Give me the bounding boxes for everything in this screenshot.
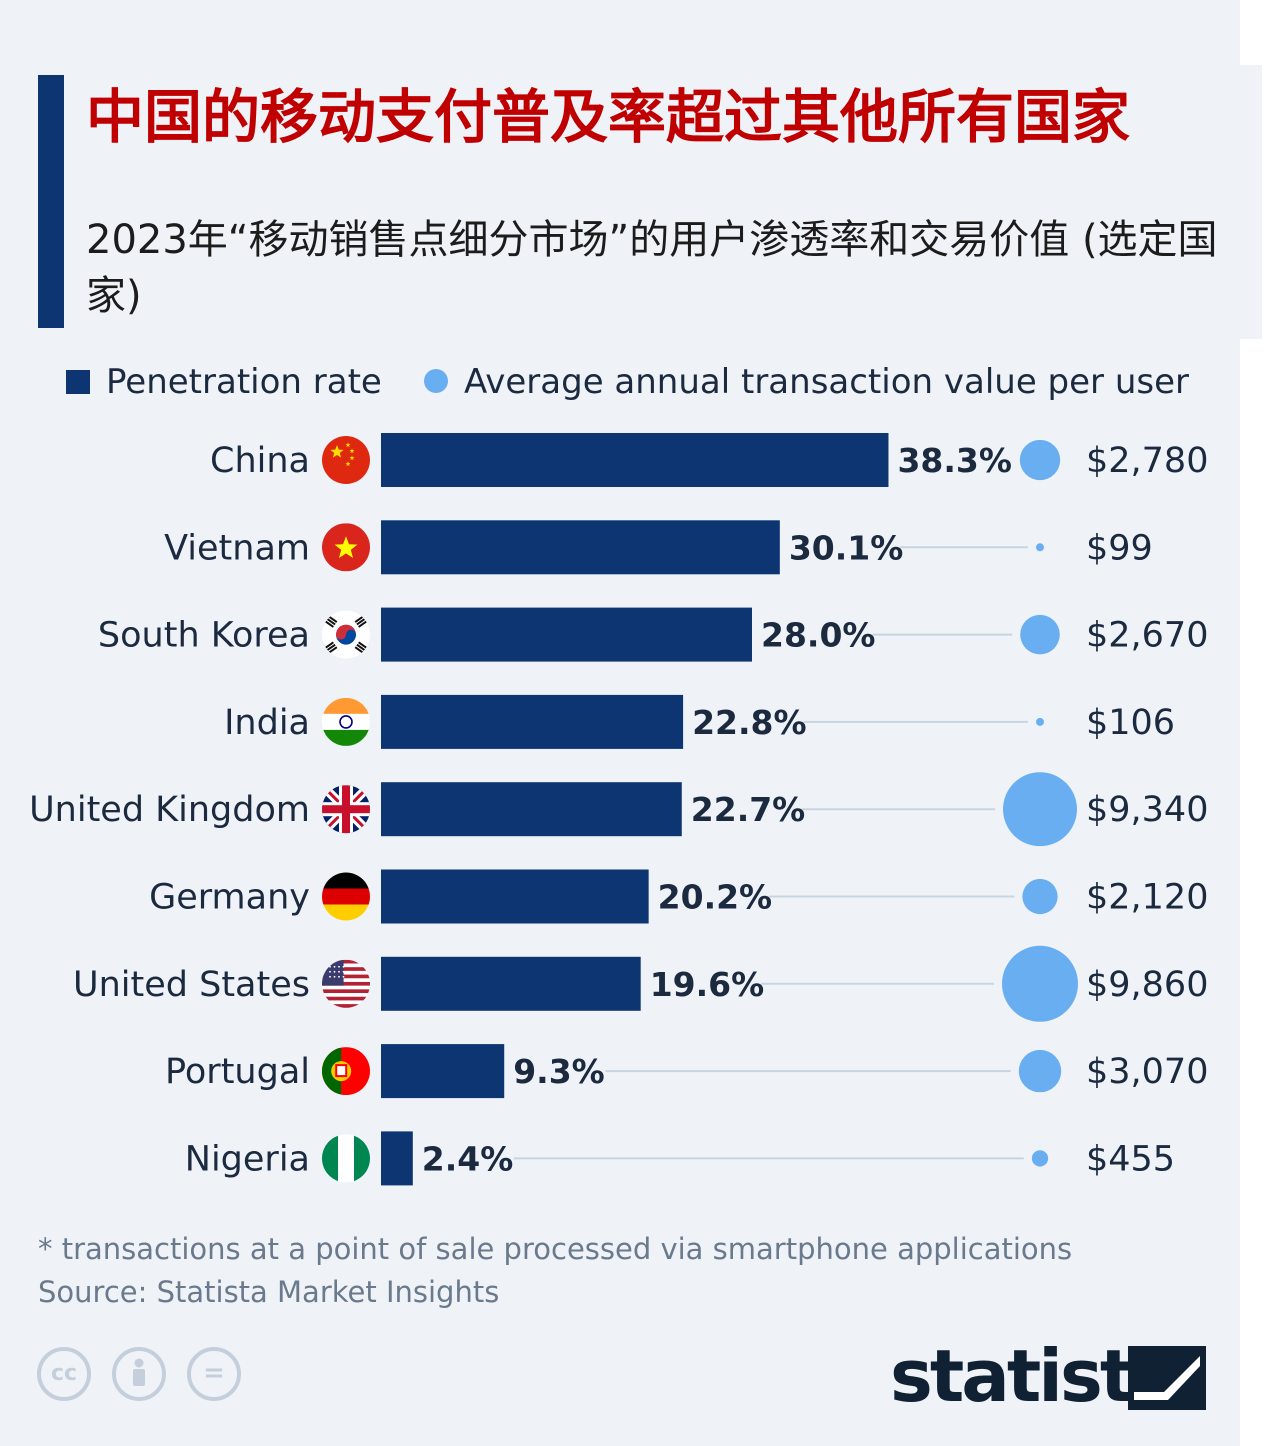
legend-bubble-label: Average annual transaction value per use… xyxy=(464,362,1189,402)
germany-flag-icon xyxy=(322,872,370,921)
by-icon[interactable] xyxy=(112,1347,166,1401)
bubble-china xyxy=(1019,439,1061,481)
value-label-united-kingdom: $9,340 xyxy=(1086,790,1208,830)
country-label-vietnam: Vietnam xyxy=(164,528,310,568)
country-label-south-korea: South Korea xyxy=(98,616,310,656)
united-states-flag-icon xyxy=(322,959,370,1008)
china-flag-icon xyxy=(322,436,370,484)
bubble-south-korea xyxy=(1020,614,1060,655)
country-label-india: India xyxy=(224,703,310,743)
india-flag-icon xyxy=(322,697,370,746)
portugal-flag-icon xyxy=(322,1047,370,1096)
bar-nigeria xyxy=(381,1131,413,1186)
bar-bubble-chart: China 38.3% $2,780 Vietnam 30.1% $99 South Kor… xyxy=(29,433,1208,1186)
bar-label-nigeria: 2.4% xyxy=(422,1139,514,1178)
bar-label-vietnam: 30.1% xyxy=(789,528,904,567)
bubble-vietnam xyxy=(1036,543,1044,552)
bar-united-kingdom xyxy=(381,782,682,837)
statista-mark-icon xyxy=(1128,1346,1206,1410)
value-label-portugal: $3,070 xyxy=(1086,1052,1208,1092)
legend-bar-label: Penetration rate xyxy=(106,362,382,402)
footnote: * transactions at a point of sale proces… xyxy=(38,1232,1073,1266)
value-label-china: $2,780 xyxy=(1086,441,1208,481)
bar-vietnam xyxy=(381,520,780,575)
bar-germany xyxy=(381,869,649,924)
country-label-nigeria: Nigeria xyxy=(185,1139,310,1179)
bar-label-portugal: 9.3% xyxy=(513,1052,605,1091)
legend-bubble-swatch xyxy=(424,369,448,393)
country-label-united-states: United States xyxy=(73,965,310,1005)
cc-icon[interactable]: cc xyxy=(37,1347,91,1401)
bubble-india xyxy=(1036,717,1044,726)
nigeria-flag-icon xyxy=(322,1134,370,1183)
bubble-nigeria xyxy=(1031,1150,1049,1167)
vietnam-flag-icon xyxy=(322,523,370,572)
country-label-germany: Germany xyxy=(149,878,310,918)
bubble-united-kingdom xyxy=(1003,772,1077,847)
south-korea-flag-icon xyxy=(322,610,370,659)
value-label-south-korea: $2,670 xyxy=(1086,616,1208,656)
bubble-portugal xyxy=(1018,1049,1062,1093)
bar-south-korea xyxy=(381,607,752,662)
country-label-china: China xyxy=(210,441,310,481)
bar-label-india: 22.8% xyxy=(692,703,807,742)
value-label-vietnam: $99 xyxy=(1086,528,1153,568)
bubble-germany xyxy=(1022,878,1058,915)
legend-bar-swatch xyxy=(66,370,90,394)
statista-logo[interactable]: statista xyxy=(890,1336,1210,1416)
bar-label-united-states: 19.6% xyxy=(650,965,765,1004)
bar-label-germany: 20.2% xyxy=(658,878,773,917)
bar-united-states xyxy=(381,956,641,1011)
bar-label-south-korea: 28.0% xyxy=(761,616,876,655)
value-label-germany: $2,120 xyxy=(1086,878,1208,918)
chart-title: 中国的移动支付普及率超过其他所有国家 xyxy=(86,83,1131,151)
value-label-united-states: $9,860 xyxy=(1086,965,1208,1005)
chart-subtitle: 2023年“移动销售点细分市场”的用户渗透率和交易价值 (选定国家) xyxy=(86,217,1218,319)
bar-portugal xyxy=(381,1044,505,1099)
header-panel xyxy=(0,65,1262,339)
bar-label-united-kingdom: 22.7% xyxy=(691,790,806,829)
country-label-united-kingdom: United Kingdom xyxy=(29,790,310,830)
value-label-nigeria: $455 xyxy=(1086,1139,1175,1179)
nd-icon[interactable]: = xyxy=(187,1347,241,1401)
value-label-india: $106 xyxy=(1086,703,1175,743)
bubble-united-states xyxy=(1002,945,1078,1022)
bar-label-china: 38.3% xyxy=(897,441,1012,480)
country-label-portugal: Portugal xyxy=(165,1052,310,1092)
source-note: Source: Statista Market Insights xyxy=(38,1275,500,1309)
title-accent-bar xyxy=(38,75,64,328)
united-kingdom-flag-icon xyxy=(322,785,370,834)
bar-india xyxy=(381,694,684,749)
bar-china xyxy=(381,433,889,487)
